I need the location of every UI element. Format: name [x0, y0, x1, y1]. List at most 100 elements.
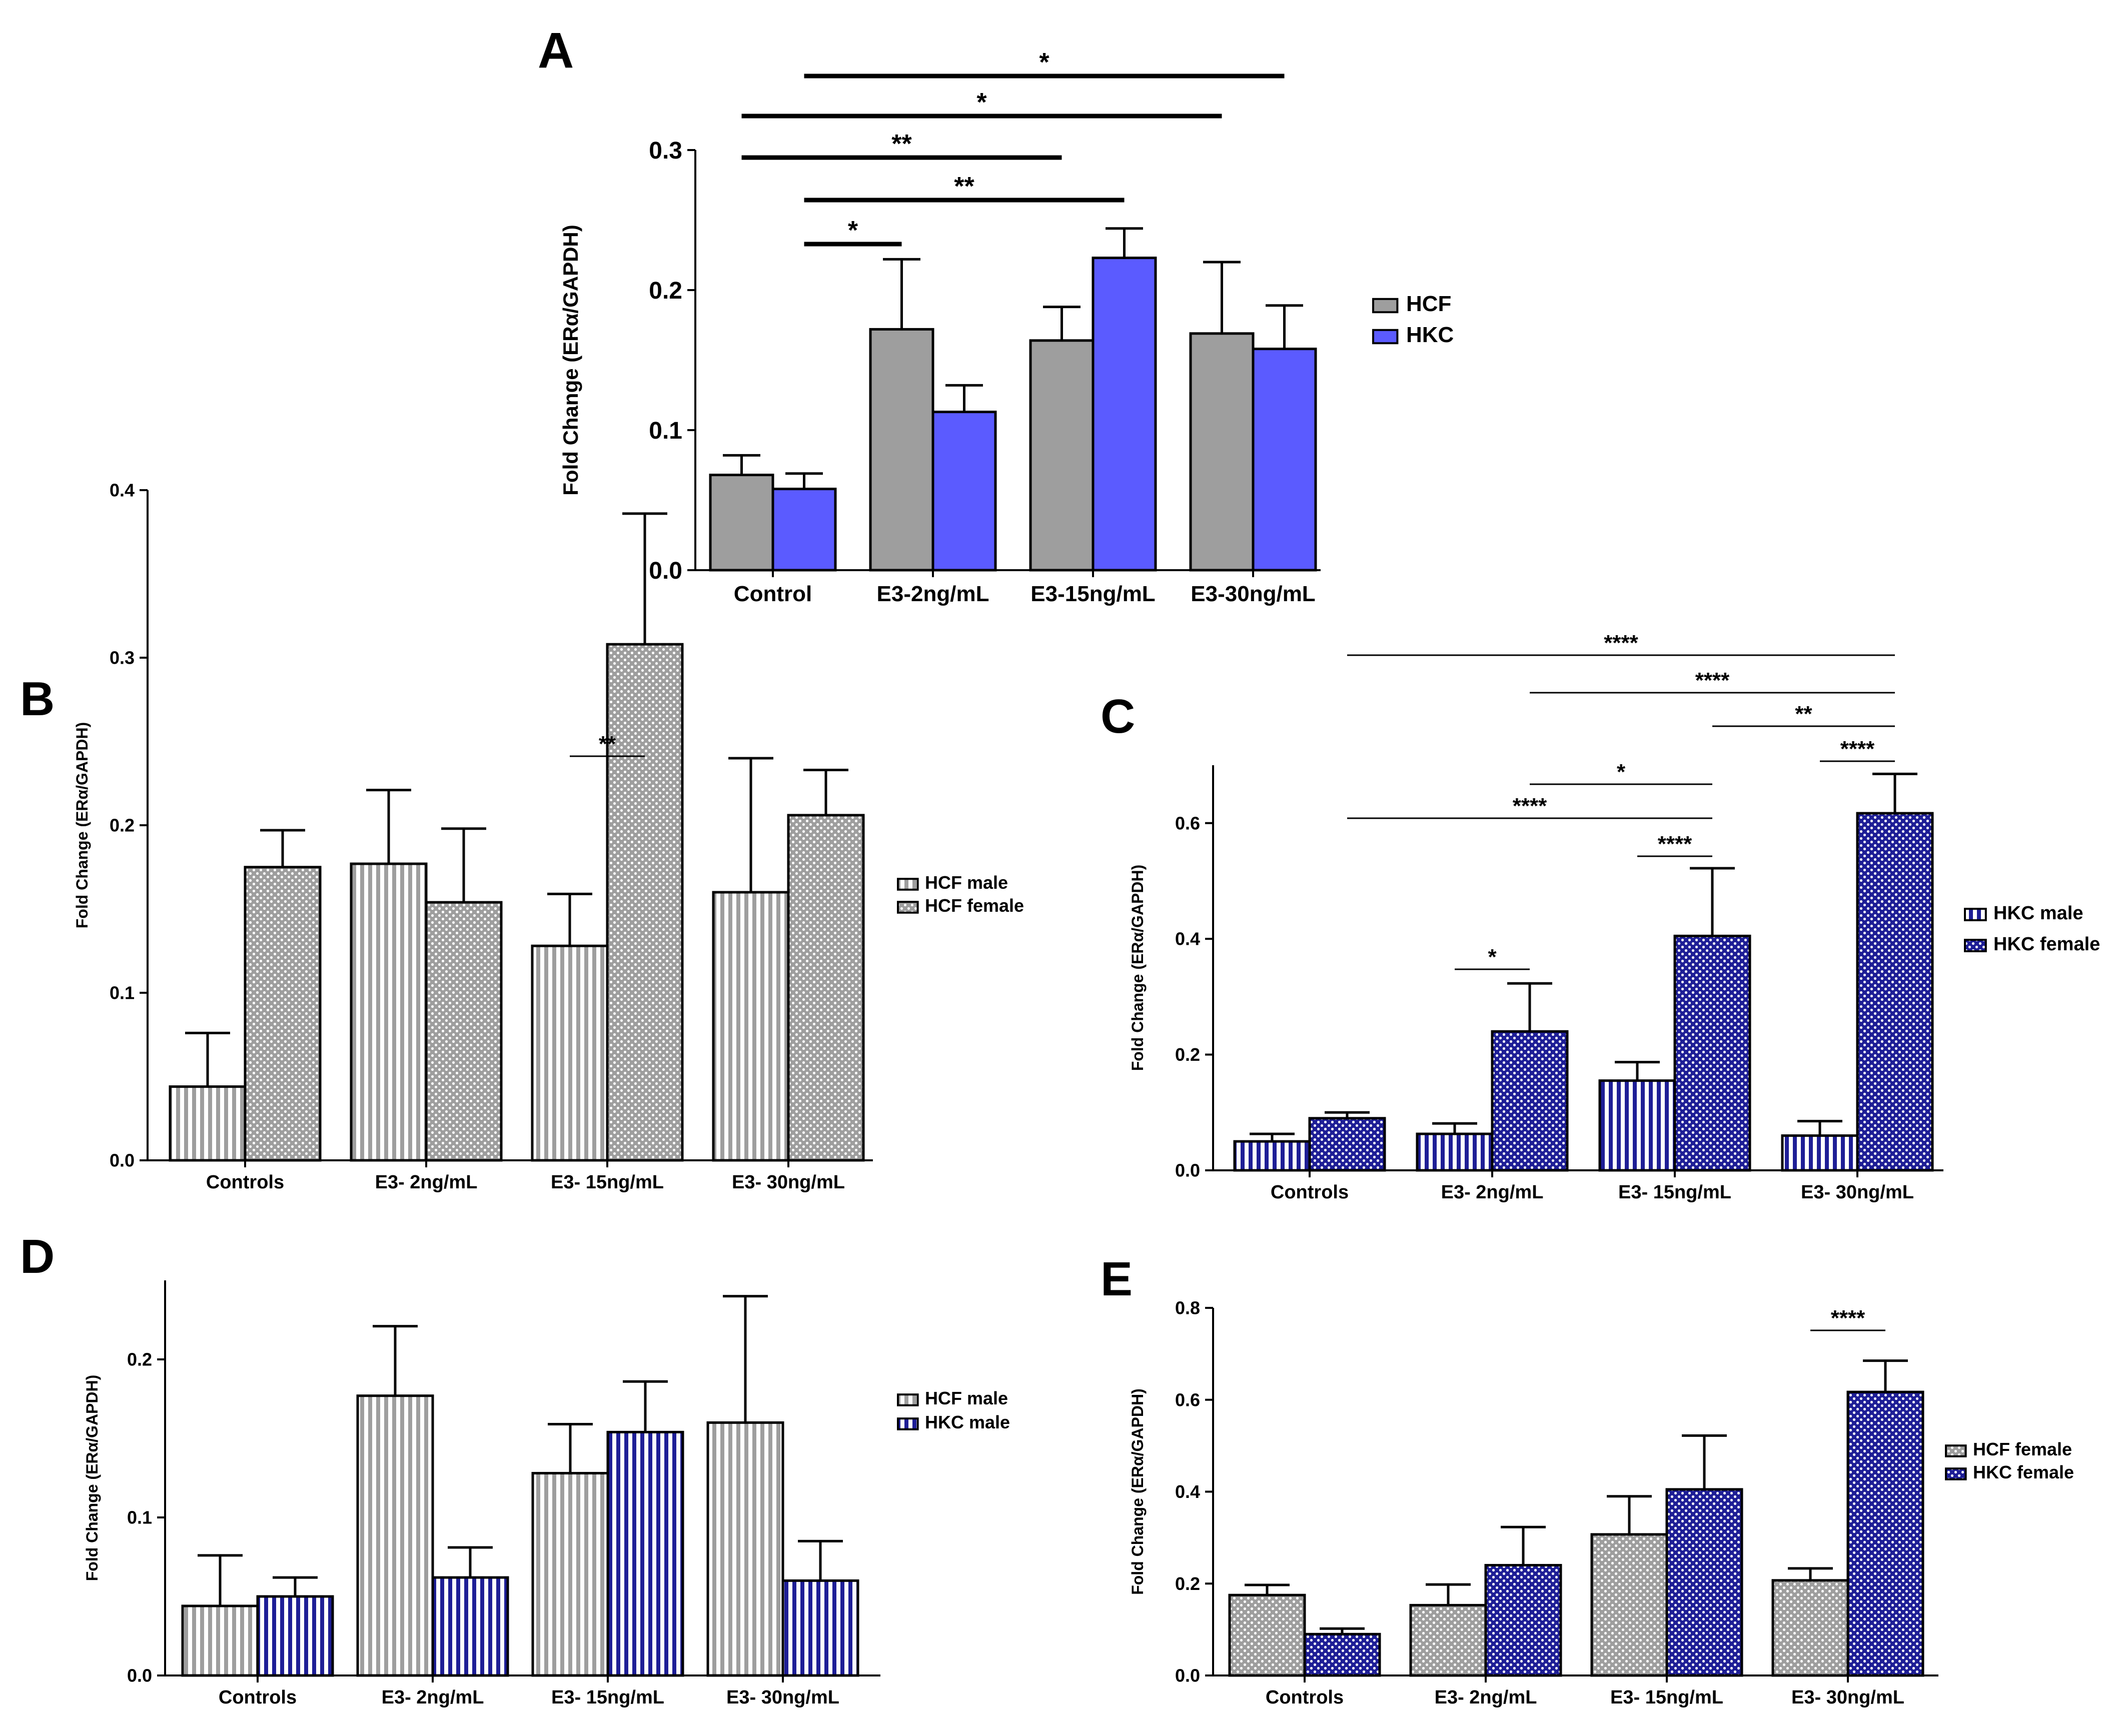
y-tick-label: 0.6: [1175, 1389, 1200, 1410]
y-tick-label: 0.2: [110, 815, 135, 836]
x-tick-label: E3-15ng/mL: [1030, 582, 1155, 606]
panel-letter: B: [20, 672, 55, 726]
significance-label: *: [1488, 945, 1497, 969]
panel-letter: D: [20, 1230, 55, 1283]
bar-hcf: [1029, 339, 1095, 572]
significance-label: *: [848, 216, 858, 245]
y-axis-label: Fold Change (ERα/GAPDH): [559, 225, 582, 495]
legend-label: HCF male: [925, 1388, 1008, 1408]
bar-hkc-female: [1673, 934, 1751, 1172]
bar-hkc: [931, 411, 997, 572]
panel-letter: A: [538, 23, 574, 79]
significance-label: **: [599, 732, 616, 756]
bar-hcf-female: [606, 643, 684, 1162]
significance-label: *: [1039, 48, 1049, 77]
bar-hkc-female: [1665, 1488, 1743, 1677]
panel-letter: C: [1101, 690, 1135, 743]
y-tick-label: 0.4: [1175, 1481, 1200, 1502]
bar-hcf-female: [1409, 1603, 1487, 1677]
bar-hcf-female: [1590, 1533, 1668, 1677]
legend-swatch: [1372, 329, 1399, 345]
y-tick-label: 0.8: [1175, 1298, 1200, 1318]
x-tick-label: Controls: [1271, 1182, 1349, 1203]
bar-hkc-male: [1598, 1079, 1676, 1172]
significance-label: *: [976, 88, 987, 117]
legend-label: HKC female: [1993, 934, 2100, 955]
x-tick-label: E3- 2ng/mL: [1441, 1182, 1544, 1203]
bar-hkc-male: [781, 1579, 859, 1677]
chart-panel-c: C 0.0 0.2 0.4 0.6 Fold Change (ERα/GAPDH) Cont…: [1101, 631, 2100, 1203]
y-axis-label: Fold Change (ERα/GAPDH): [1129, 865, 1147, 1071]
bar-hkc-female: [1846, 1390, 1924, 1677]
legend-swatch: [1945, 1467, 1967, 1480]
legend-swatch: [897, 1393, 919, 1406]
x-tick-label: E3- 2ng/mL: [382, 1687, 484, 1708]
legend-swatch: [897, 1417, 919, 1430]
significance-label: ****: [1831, 1306, 1865, 1330]
bar-hcf: [709, 474, 774, 572]
legend-swatch: [1372, 298, 1399, 314]
legend-swatch: [1964, 939, 1987, 952]
bar-hcf-male: [181, 1604, 259, 1677]
significance-label: *: [1617, 760, 1626, 784]
x-tick-label: E3- 15ng/mL: [1618, 1182, 1731, 1203]
y-tick-label: 0.1: [127, 1507, 152, 1528]
legend-label: HCF female: [925, 895, 1024, 916]
bar-hcf-male: [712, 891, 790, 1162]
bar-hcf-female: [1771, 1579, 1849, 1677]
bar-hcf-male: [350, 862, 428, 1162]
significance-label: ****: [1513, 794, 1547, 818]
bar-hkc-female: [1308, 1117, 1386, 1172]
x-tick-label: E3-30ng/mL: [1191, 582, 1315, 606]
bar-hcf-female: [244, 866, 322, 1162]
y-axis-label: Fold Change (ERα/GAPDH): [73, 722, 91, 929]
bar-hkc-male: [431, 1576, 509, 1677]
bar-hkc-male: [1233, 1140, 1311, 1172]
bar-hcf-male: [706, 1421, 784, 1677]
legend-label: HCF female: [1973, 1439, 2072, 1459]
bar-hkc-female: [1856, 812, 1934, 1172]
y-tick-label: 0.1: [110, 983, 135, 1003]
panel-letter: E: [1101, 1252, 1133, 1306]
significance-label: ****: [1604, 631, 1638, 655]
y-tick-label: 0.0: [649, 558, 682, 584]
x-tick-label: E3- 30ng/mL: [732, 1172, 845, 1193]
x-tick-label: E3- 15ng/mL: [551, 1172, 664, 1193]
chart-panel-a: A 0.0 0.1 0.2 0.3 Fold Change (ERα/GAPDH) Cont…: [538, 23, 1454, 606]
legend-swatch: [1964, 908, 1987, 921]
legend-label: HCF male: [925, 872, 1008, 893]
bar-hcf: [869, 328, 934, 572]
bar-hcf-female: [787, 814, 865, 1162]
x-tick-label: E3- 30ng/mL: [1801, 1182, 1914, 1203]
chart-panel-b: B 0.0 0.1 0.2 0.3 0.4 Fold Change (ERα/GAPDH) C…: [20, 480, 1024, 1193]
bar-hkc-male: [1416, 1132, 1494, 1172]
bar-hkc-male: [256, 1595, 334, 1677]
legend-swatch: [1945, 1444, 1967, 1457]
x-tick-label: E3- 2ng/mL: [1435, 1687, 1537, 1708]
legend-label: HCF: [1406, 292, 1451, 316]
bar-hkc: [1252, 348, 1317, 572]
x-tick-label: Controls: [206, 1172, 284, 1193]
y-tick-label: 0.4: [1175, 929, 1200, 949]
significance-label: ****: [1840, 737, 1875, 761]
legend-swatch: [897, 901, 919, 914]
y-tick-label: 0.0: [110, 1150, 135, 1171]
y-tick-label: 0.0: [127, 1665, 152, 1686]
y-tick-label: 0.2: [1175, 1573, 1200, 1594]
bar-hkc-male: [1781, 1134, 1859, 1172]
bar-hcf-male: [531, 1472, 609, 1677]
legend-label: HKC male: [1993, 903, 2083, 924]
bar-hkc-female: [1491, 1030, 1569, 1172]
y-tick-label: 0.2: [127, 1349, 152, 1370]
significance-label: ****: [1658, 832, 1692, 856]
bar-hkc-female: [1303, 1632, 1381, 1677]
y-tick-label: 0.2: [1175, 1044, 1200, 1065]
x-tick-label: E3- 15ng/mL: [1610, 1687, 1723, 1708]
x-tick-label: Control: [734, 582, 812, 606]
bar-hkc-female: [1484, 1564, 1562, 1677]
significance-label: **: [954, 172, 974, 201]
x-tick-label: Controls: [219, 1687, 297, 1708]
x-tick-label: E3- 30ng/mL: [1791, 1687, 1904, 1708]
legend-label: HKC female: [1973, 1462, 2074, 1482]
